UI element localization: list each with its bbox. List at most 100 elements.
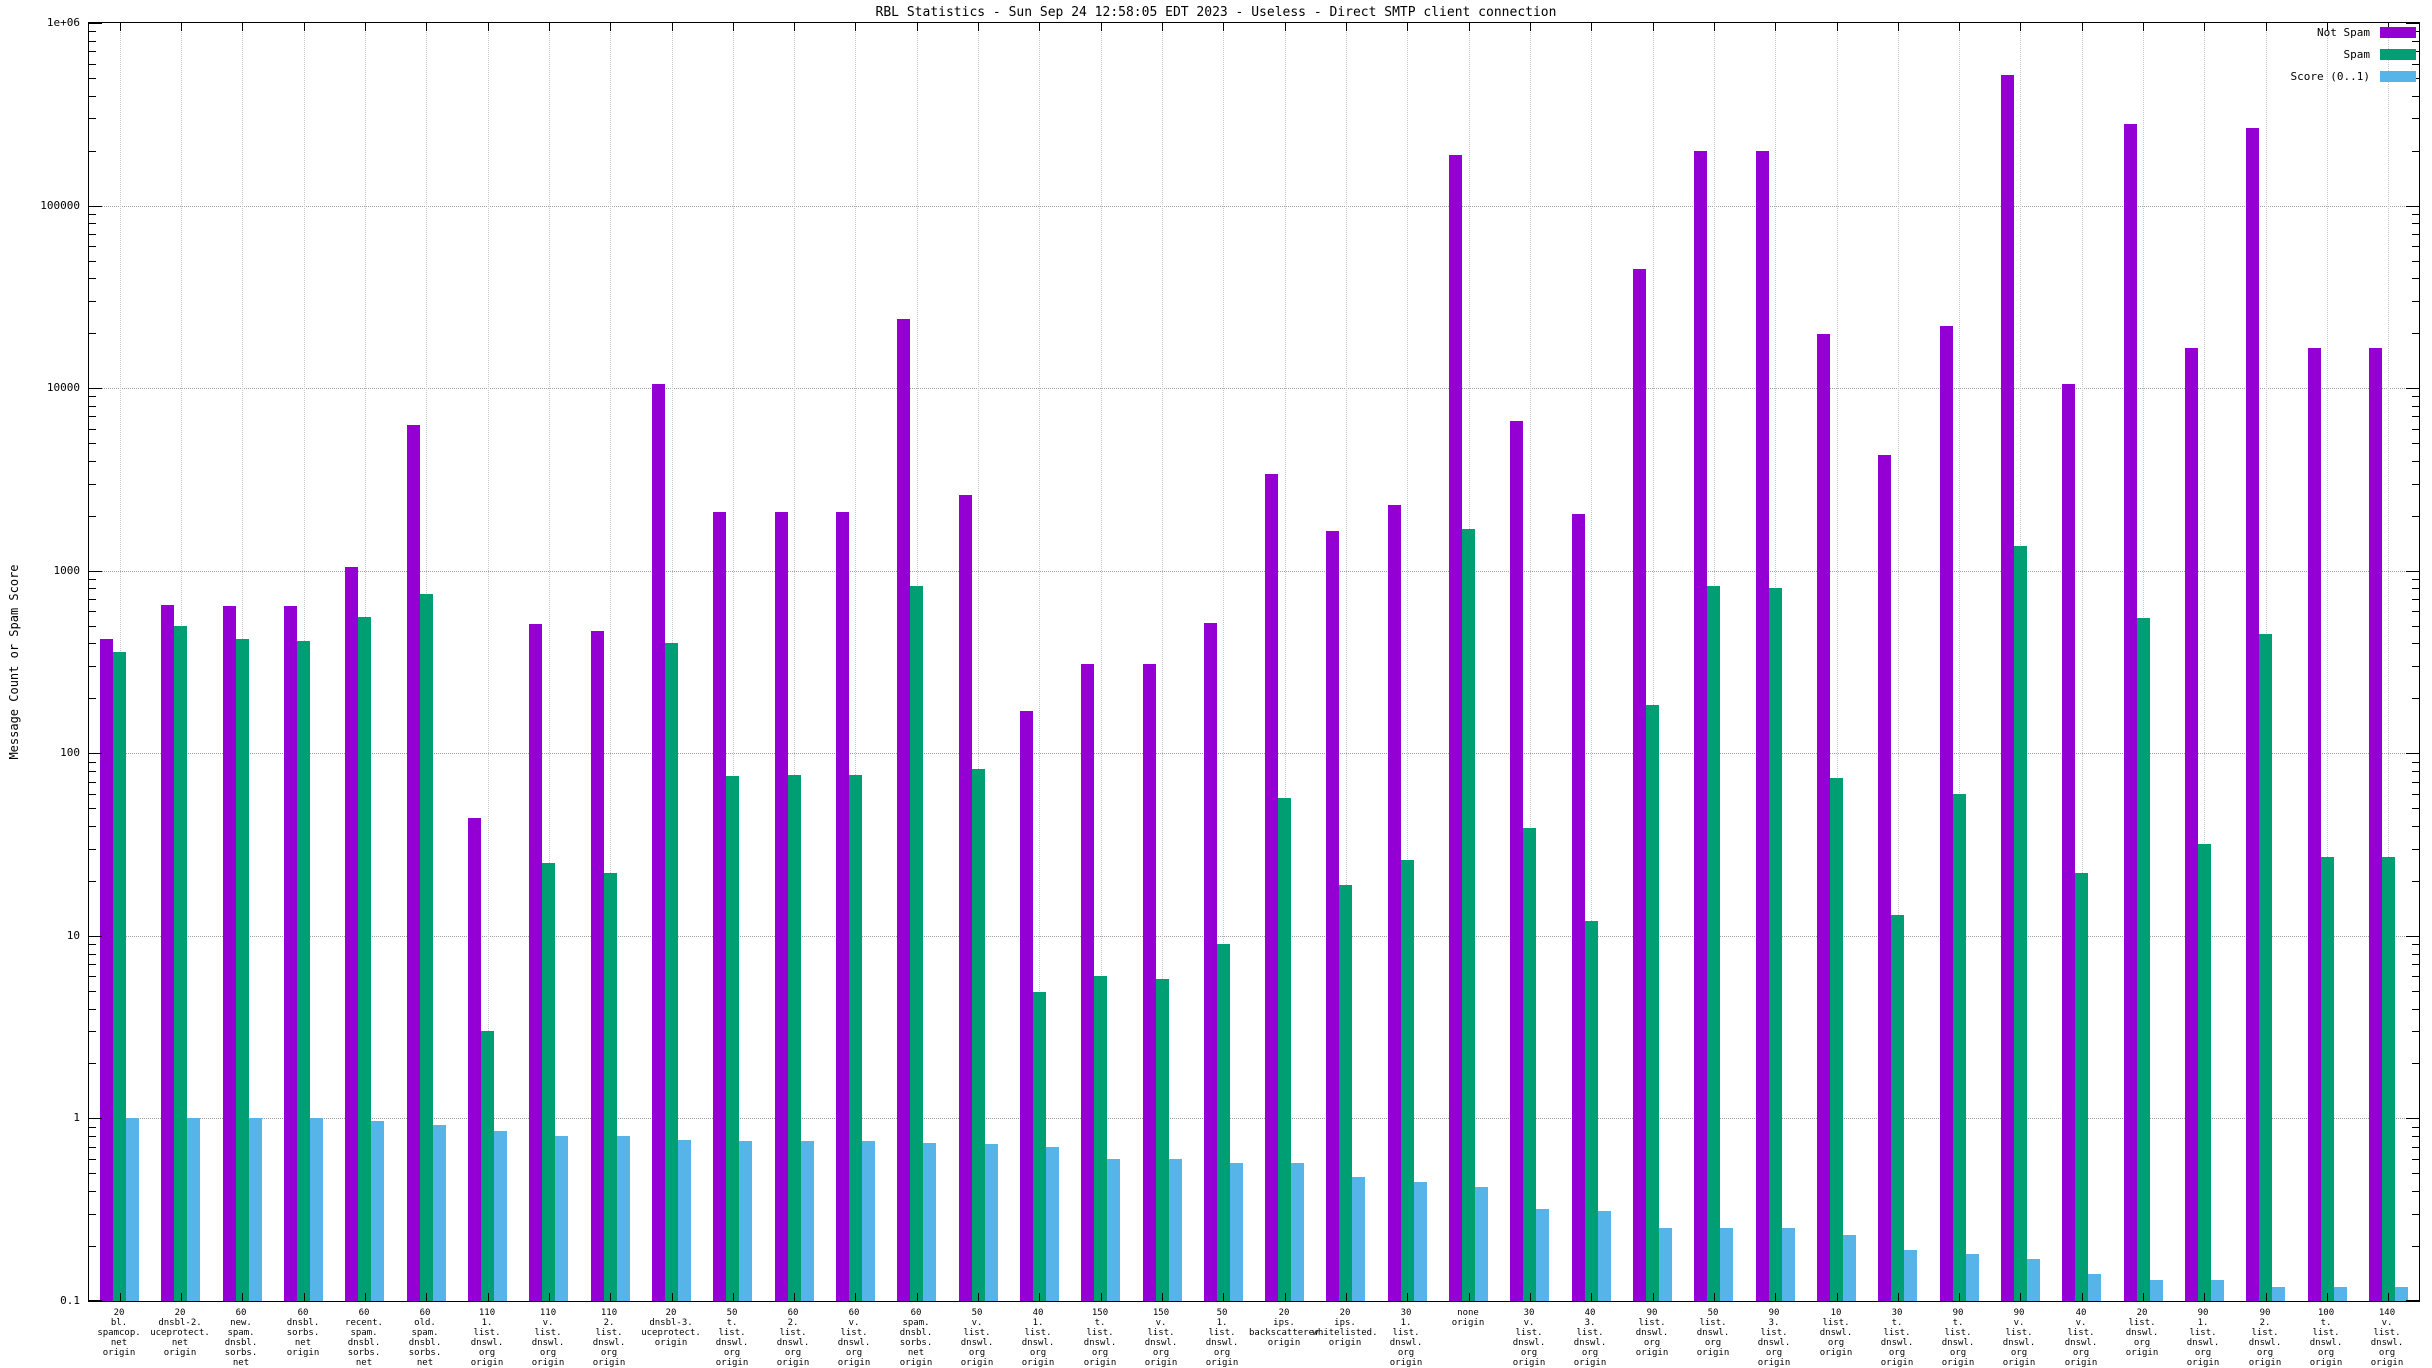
x-tick xyxy=(672,1293,673,1301)
x-tick-label: 110 1. list. dnswl. org origin xyxy=(470,1308,504,1368)
x-tick-label: 20 ips. backscatterer. origin xyxy=(1249,1308,1325,1348)
x-tick-label: 90 t. list. dnswl. org origin xyxy=(1941,1308,1975,1368)
bar-score-0-1-14 xyxy=(923,1143,936,1301)
y-minor-tick xyxy=(2412,1173,2419,1174)
bar-score-0-1-8 xyxy=(555,1136,568,1301)
bar-not-spam-7 xyxy=(468,818,481,1301)
bar-score-0-1-7 xyxy=(494,1131,507,1301)
y-major-tick xyxy=(89,206,102,207)
y-minor-tick xyxy=(89,484,96,485)
bar-not-spam-3 xyxy=(223,606,236,1301)
y-minor-tick xyxy=(2412,416,2419,417)
bar-score-0-1-28 xyxy=(1782,1228,1795,1301)
y-minor-tick xyxy=(89,762,96,763)
x-tick-label: 60 v. list. dnswl. org origin xyxy=(837,1308,871,1368)
y-minor-tick xyxy=(2412,1191,2419,1192)
y-major-tick xyxy=(89,936,102,937)
bar-not-spam-26 xyxy=(1633,269,1646,1301)
x-tick xyxy=(549,23,550,31)
x-tick-label: 40 1. list. dnswl. org origin xyxy=(1021,1308,1055,1368)
y-minor-tick xyxy=(89,516,96,517)
v-gridline xyxy=(978,23,979,1301)
bar-spam-23 xyxy=(1462,529,1475,1301)
x-tick xyxy=(1285,1293,1286,1301)
bar-not-spam-35 xyxy=(2185,348,2198,1301)
legend-item-score-0-1: Score (0..1) xyxy=(2291,70,2416,83)
h-gridline xyxy=(89,753,2419,754)
x-tick xyxy=(1714,1293,1715,1301)
x-tick-label: 50 list. dnswl. org origin xyxy=(1696,1308,1730,1358)
v-gridline xyxy=(1101,23,1102,1301)
y-minor-tick xyxy=(2412,1214,2419,1215)
x-tick xyxy=(1898,1293,1899,1301)
bar-score-0-1-13 xyxy=(862,1141,875,1301)
y-minor-tick xyxy=(89,698,96,699)
y-minor-tick xyxy=(2412,849,2419,850)
x-tick-label: 150 t. list. dnswl. org origin xyxy=(1083,1308,1117,1368)
x-tick-label: 60 recent. spam. dnsbl. sorbs. net origi… xyxy=(345,1308,383,1368)
y-tick-label: 1 xyxy=(73,1111,80,1124)
bar-not-spam-17 xyxy=(1081,664,1094,1301)
bar-spam-5 xyxy=(358,617,371,1301)
v-gridline xyxy=(1407,23,1408,1301)
y-minor-tick xyxy=(89,1173,96,1174)
y-minor-tick xyxy=(89,849,96,850)
y-major-tick xyxy=(2406,23,2419,24)
x-tick-label: 110 2. list. dnswl. org origin xyxy=(592,1308,626,1368)
x-tick xyxy=(2020,23,2021,31)
x-tick xyxy=(1959,1293,1960,1301)
bar-not-spam-20 xyxy=(1265,474,1278,1301)
y-major-tick xyxy=(89,1300,102,1301)
x-tick xyxy=(610,1293,611,1301)
y-minor-tick xyxy=(89,579,96,580)
y-minor-tick xyxy=(2412,41,2419,42)
plot-area xyxy=(88,22,2420,1302)
x-tick-label: 50 1. list. dnswl. org origin xyxy=(1205,1308,1239,1368)
x-tick xyxy=(1039,1293,1040,1301)
bar-spam-33 xyxy=(2075,873,2088,1301)
v-gridline xyxy=(1162,23,1163,1301)
y-tick-label: 0.1 xyxy=(60,1294,80,1307)
y-minor-tick xyxy=(89,782,96,783)
bar-spam-28 xyxy=(1769,588,1782,1301)
x-tick xyxy=(1775,1293,1776,1301)
y-minor-tick xyxy=(89,461,96,462)
bar-not-spam-33 xyxy=(2062,384,2075,1301)
bar-spam-25 xyxy=(1585,921,1598,1301)
x-tick xyxy=(733,23,734,31)
bar-spam-17 xyxy=(1094,976,1107,1301)
y-major-tick xyxy=(2406,388,2419,389)
y-major-tick xyxy=(2406,206,2419,207)
y-minor-tick xyxy=(89,643,96,644)
y-minor-tick xyxy=(2412,484,2419,485)
y-major-tick xyxy=(2406,1300,2419,1301)
v-gridline xyxy=(1959,23,1960,1301)
y-minor-tick xyxy=(89,443,96,444)
bar-score-0-1-12 xyxy=(801,1141,814,1301)
y-minor-tick xyxy=(89,333,96,334)
y-minor-tick xyxy=(89,611,96,612)
h-gridline xyxy=(89,936,2419,937)
v-gridline xyxy=(1039,23,1040,1301)
bar-not-spam-30 xyxy=(1878,455,1891,1301)
y-minor-tick xyxy=(89,599,96,600)
bar-not-spam-4 xyxy=(284,606,297,1301)
bar-spam-37 xyxy=(2321,857,2334,1301)
y-minor-tick xyxy=(89,881,96,882)
bar-score-0-1-30 xyxy=(1904,1250,1917,1301)
y-minor-tick xyxy=(89,64,96,65)
y-major-tick xyxy=(89,23,102,24)
bar-score-0-1-26 xyxy=(1659,1228,1672,1301)
x-tick xyxy=(1101,1293,1102,1301)
y-minor-tick xyxy=(89,1147,96,1148)
x-tick-label: 60 spam. dnsbl. sorbs. net origin xyxy=(899,1308,933,1368)
y-minor-tick xyxy=(89,301,96,302)
legend-label-not-spam: Not Spam xyxy=(2317,26,2370,39)
x-tick xyxy=(1653,1293,1654,1301)
y-minor-tick xyxy=(89,1191,96,1192)
bar-not-spam-18 xyxy=(1143,664,1156,1301)
bar-spam-34 xyxy=(2137,618,2150,1301)
y-minor-tick xyxy=(2412,944,2419,945)
y-minor-tick xyxy=(2412,461,2419,462)
